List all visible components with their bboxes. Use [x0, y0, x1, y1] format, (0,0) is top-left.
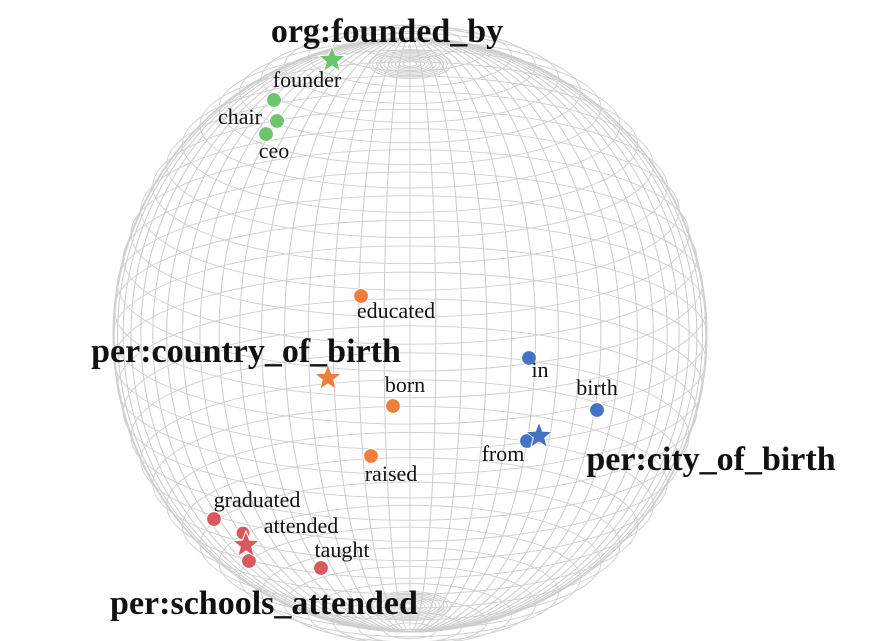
word-label-born: born [385, 372, 425, 397]
relation-label-org-founded-by: org:founded_by [271, 13, 503, 50]
sphere-pole [402, 61, 418, 67]
sphere-pole [387, 55, 433, 73]
sphere-pole [383, 54, 437, 74]
word-point-in [520, 349, 538, 367]
word-point-birth [588, 401, 606, 419]
sphere-pole [368, 591, 452, 621]
word-point-ceo-extra [257, 125, 275, 143]
word-point-raised [362, 447, 380, 465]
sphere-pole [398, 59, 422, 69]
sphere-pole [375, 593, 445, 619]
word-label-ceo: ceo [259, 138, 290, 163]
word-label-birth: birth [576, 375, 618, 400]
sphere-pole [379, 595, 441, 617]
word-label-raised: raised [365, 461, 418, 486]
word-point-born [384, 397, 402, 415]
wireframe-sphere [112, 24, 708, 641]
sphere-pole [372, 592, 448, 620]
word-label-chair: chair [218, 104, 263, 129]
sphere-pole [394, 58, 426, 70]
word-label-attended: attended [264, 513, 339, 538]
relation-star-per-city-of-birth [524, 420, 554, 449]
sphere-pole [368, 49, 452, 79]
word-label-educated: educated [357, 298, 435, 323]
markers-layer [205, 44, 606, 577]
sphere-pole [402, 603, 418, 609]
sphere-pole [379, 53, 441, 75]
sphere-pole [375, 51, 445, 77]
relation-label-per-city-of-birth: per:city_of_birth [586, 441, 835, 478]
sphere-pole [372, 50, 448, 78]
relation-label-per-country-of-birth: per:country_of_birth [91, 333, 401, 370]
word-point-graduated [205, 510, 223, 528]
relation-star-per-schools-attended [231, 529, 261, 558]
sphere-pole [394, 600, 426, 612]
word-label-from: from [482, 441, 525, 466]
relation-star-per-country-of-birth [313, 362, 343, 391]
sphere-pole [398, 601, 422, 611]
word-label-graduated: graduated [214, 487, 301, 512]
sphere-meridian [113, 37, 707, 633]
relation-label-per-schools-attended: per:schools_attended [110, 585, 418, 622]
word-point-educated [352, 287, 370, 305]
word-label-founder: founder [273, 67, 342, 92]
labels-layer: founder chair ceo educated born raised in birth… [91, 13, 836, 622]
sphere-pole [391, 57, 429, 71]
word-label-in: in [531, 357, 548, 382]
word-point-chair [265, 91, 283, 109]
word-point-ceo [268, 112, 286, 130]
word-label-taught: taught [315, 537, 370, 562]
sphere-pole [383, 596, 437, 616]
sphere-pole [387, 597, 433, 615]
word-point-taught [312, 559, 330, 577]
sphere-pole [391, 599, 429, 613]
relation-star-org-founded-by [317, 44, 347, 73]
